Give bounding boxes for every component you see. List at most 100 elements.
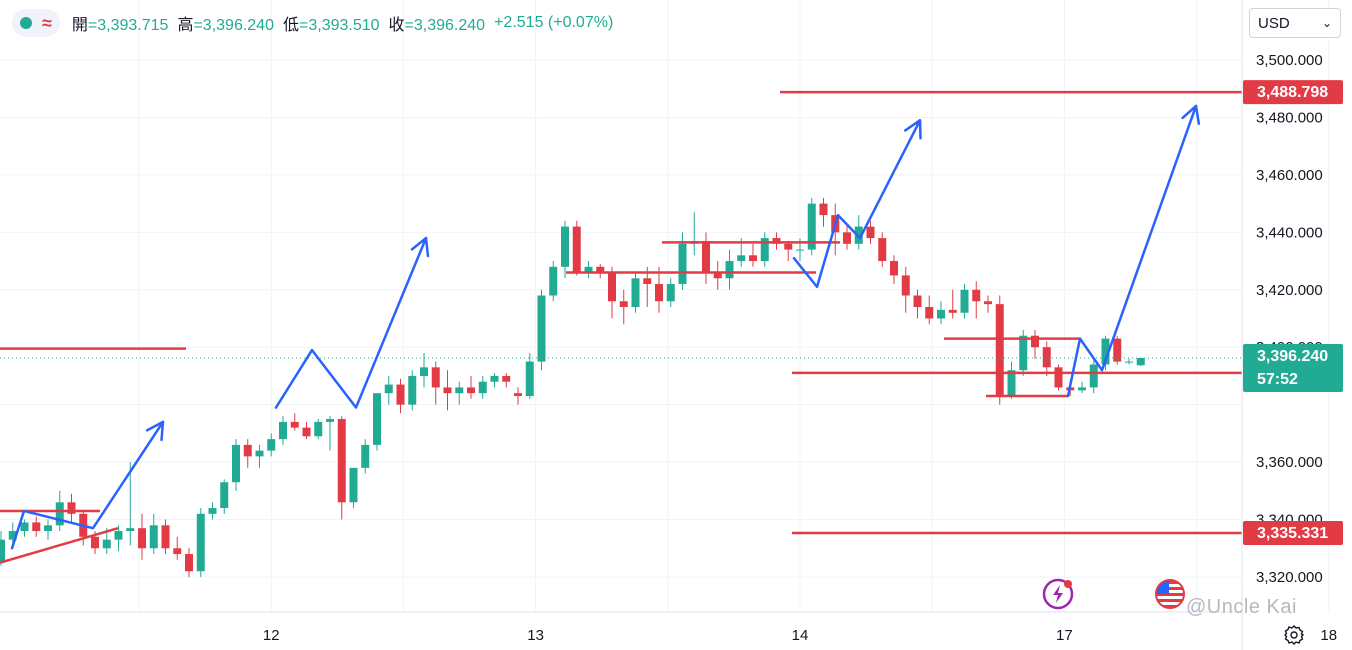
candle	[948, 289, 957, 319]
candle	[1042, 341, 1051, 376]
candle	[584, 261, 593, 279]
low-label: 低	[282, 17, 299, 34]
candle	[255, 444, 264, 468]
candle-body	[138, 528, 146, 549]
us-flag-icon[interactable]	[1154, 578, 1186, 610]
candle	[302, 421, 311, 440]
candle	[279, 416, 287, 445]
candle-body	[173, 548, 182, 555]
candle	[690, 212, 699, 256]
candle	[666, 278, 675, 308]
candle-body	[67, 502, 76, 514]
candle-body	[55, 502, 64, 526]
candle-body	[678, 243, 687, 285]
candle-body	[561, 226, 569, 267]
candle-body	[91, 536, 99, 549]
candle	[655, 266, 663, 313]
candle	[1054, 364, 1063, 391]
high-label: 高	[177, 17, 194, 34]
candle-body	[796, 249, 804, 251]
candle-body	[220, 482, 229, 509]
candles	[0, 197, 1145, 577]
candle-body	[537, 295, 546, 362]
y-tick-label: 3,440.000	[1256, 224, 1323, 241]
projection-arrowhead	[410, 236, 430, 258]
x-tick-label: 14	[792, 627, 809, 644]
candle	[1019, 329, 1028, 376]
current-price-tag-text: 57:52	[1257, 371, 1298, 388]
y-tick-label: 3,480.000	[1256, 109, 1323, 126]
candle	[220, 479, 229, 514]
candle-body	[478, 381, 487, 394]
candle	[185, 548, 193, 577]
wave-icon: ≈	[42, 12, 52, 33]
candle-body	[572, 226, 581, 273]
open-value: =3,393.715	[87, 17, 169, 34]
candle	[1136, 358, 1145, 366]
level-tag-bg	[1243, 80, 1343, 105]
candle-body	[1113, 338, 1122, 362]
candle	[901, 266, 910, 313]
candle-body	[807, 203, 816, 250]
candle	[596, 263, 605, 279]
watermark: @Uncle Kai	[1186, 596, 1297, 618]
candle-body	[960, 289, 969, 313]
candle	[467, 375, 475, 399]
candle-body	[232, 444, 240, 483]
candle	[478, 375, 487, 399]
flash-icon[interactable]	[1042, 578, 1074, 610]
change-value: +2.515 (+0.07%)	[494, 14, 614, 31]
candle	[0, 531, 5, 566]
candle-body	[819, 203, 828, 216]
candle-body	[784, 243, 793, 250]
candle	[678, 232, 687, 290]
candle-body	[525, 361, 534, 397]
projection-arrowhead	[1181, 104, 1201, 125]
current-price-tag-bg	[1243, 344, 1343, 393]
candle	[161, 519, 170, 555]
gridlines	[0, 0, 1330, 612]
candle-body	[302, 427, 311, 437]
close-value: =3,396.240	[404, 17, 486, 34]
candle	[138, 513, 146, 560]
candle	[443, 370, 452, 411]
x-tick-label: 13	[527, 627, 544, 644]
candle-body	[713, 272, 722, 279]
level-tag: 3,335.331	[1243, 520, 1343, 545]
candle-body	[549, 266, 558, 296]
candle	[384, 375, 393, 405]
candle	[32, 516, 41, 537]
candle	[749, 243, 757, 267]
candle	[326, 416, 334, 451]
candle	[572, 220, 581, 276]
candle	[878, 232, 887, 267]
candle	[937, 301, 945, 325]
candle-body	[32, 522, 41, 532]
candle	[349, 467, 358, 509]
x-tick-label: 18	[1320, 627, 1337, 644]
candle-body	[1031, 335, 1039, 348]
symbol-pill[interactable]: ≈	[12, 9, 60, 37]
candle	[1007, 361, 1016, 399]
candle-body	[20, 522, 29, 532]
candle-body	[467, 387, 475, 394]
candle-body	[596, 266, 605, 273]
level-tag-bg	[1243, 520, 1343, 545]
candle	[208, 502, 217, 520]
gear-icon[interactable]	[1283, 624, 1305, 646]
candle-body	[114, 531, 123, 540]
candle	[490, 373, 499, 388]
candle-body	[208, 508, 217, 514]
candle-body	[149, 525, 158, 549]
chevron-down-icon: ⌄	[1321, 16, 1332, 30]
currency-label: USD	[1258, 14, 1290, 32]
market-status-dot	[20, 17, 32, 29]
y-axis[interactable]: 3,320.0003,340.0003,360.0003,400.0003,42…	[1256, 52, 1323, 586]
x-axis[interactable]: 12 13 14 17 18	[263, 627, 1337, 644]
candle-body	[361, 444, 370, 468]
candle-body	[255, 450, 264, 457]
candle-body	[948, 309, 957, 313]
currency-select[interactable]: USD ⌄	[1249, 8, 1341, 38]
candle-body	[431, 367, 440, 388]
